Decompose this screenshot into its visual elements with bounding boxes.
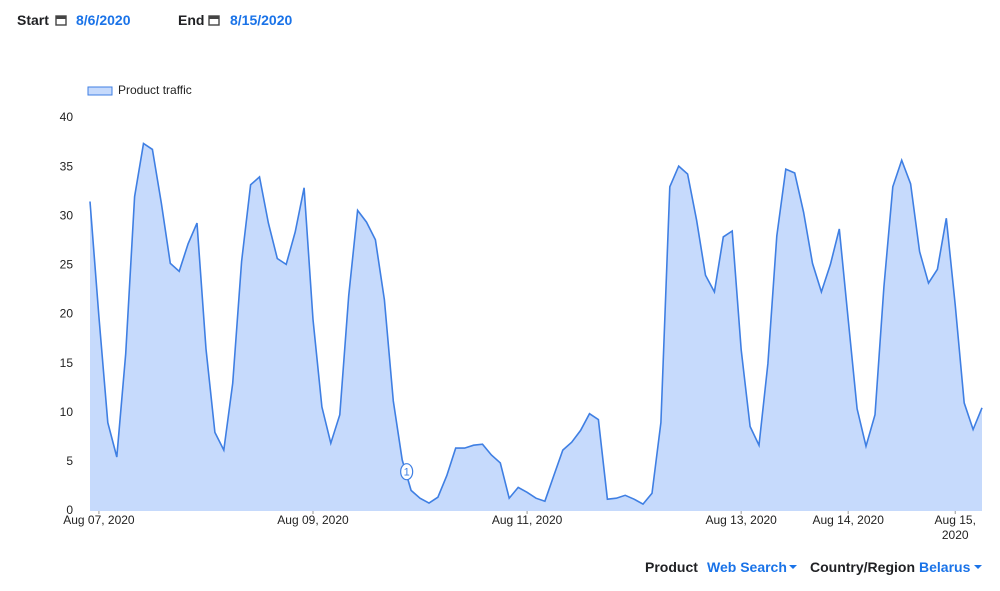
- end-label: End: [178, 12, 205, 28]
- x-tick-label: Aug 09, 2020: [277, 513, 349, 527]
- y-tick-label: 35: [60, 159, 74, 173]
- end-date[interactable]: 8/15/2020: [230, 12, 293, 28]
- start-label: Start: [17, 12, 49, 28]
- product-label: Product: [645, 559, 698, 575]
- x-tick-label: Aug 07, 2020: [63, 513, 135, 527]
- legend-label: Product traffic: [118, 83, 192, 97]
- y-tick-label: 30: [60, 208, 74, 222]
- x-tick-label: Aug 13, 2020: [705, 513, 777, 527]
- x-tick-label: Aug 15, 2020: [934, 513, 976, 542]
- chart: 0 5 10 15 20 25 30 35 40 Product traffic 1: [60, 83, 983, 517]
- area-line: [89, 142, 983, 506]
- area-fill: [90, 143, 982, 511]
- y-tick-label: 20: [60, 307, 74, 321]
- dropdown-arrow[interactable]: [973, 563, 983, 571]
- legend-swatch: [87, 86, 113, 96]
- y-tick-label: 25: [60, 258, 74, 272]
- y-tick-label: 40: [60, 110, 74, 124]
- dropdown-arrow[interactable]: [788, 563, 798, 571]
- calendar-icon[interactable]: [55, 14, 67, 26]
- y-tick-label: 10: [60, 405, 74, 419]
- annotation-label: 1: [404, 467, 410, 479]
- annotation-marker: [400, 463, 414, 481]
- x-tick-label: Aug 11, 2020: [491, 513, 563, 527]
- y-tick-label: 5: [66, 454, 73, 468]
- calendar-icon[interactable]: [208, 14, 220, 26]
- region-select[interactable]: Belarus: [919, 559, 971, 575]
- y-tick-label: 0: [66, 503, 73, 517]
- x-tick-label: Aug 14, 2020: [812, 513, 884, 527]
- region-label: Country/Region: [810, 559, 915, 575]
- y-tick-label: 15: [60, 356, 74, 370]
- start-date[interactable]: 8/6/2020: [76, 12, 131, 28]
- product-select[interactable]: Web Search: [707, 559, 787, 575]
